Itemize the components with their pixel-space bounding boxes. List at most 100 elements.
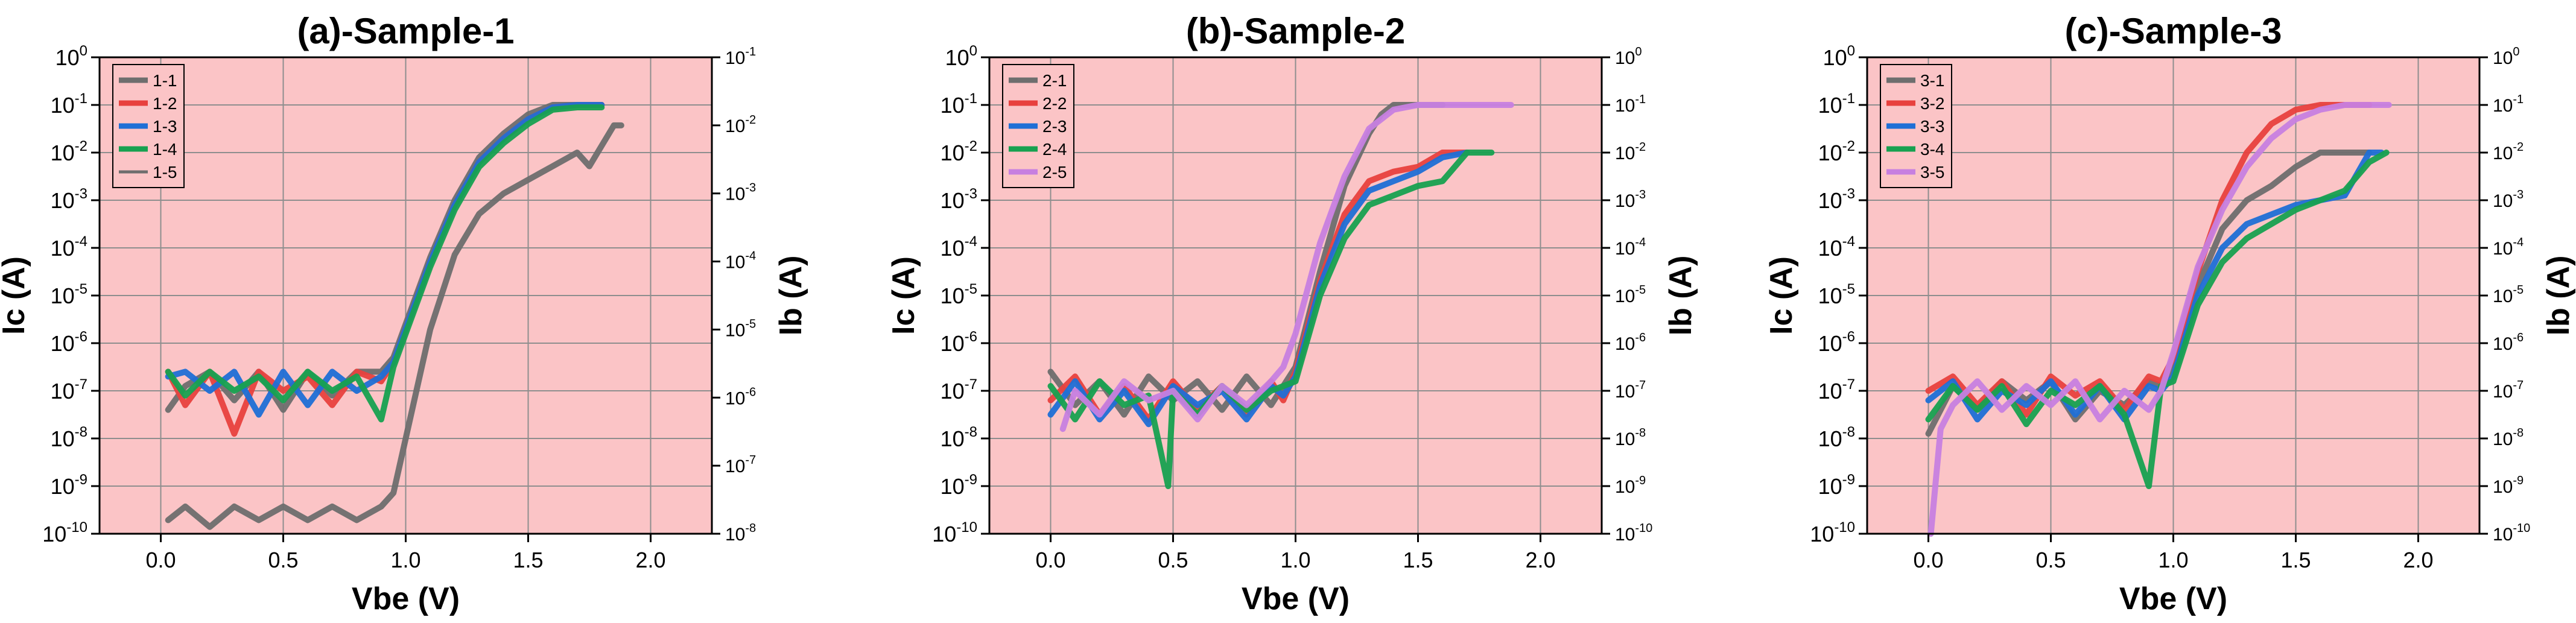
x-tick-label: 1.0 xyxy=(2158,548,2188,572)
series-line-3-5 xyxy=(1927,102,2392,537)
y-tick-label: 10-1 xyxy=(1818,90,1855,118)
series-group xyxy=(1047,102,1514,489)
y-tick-label: 100 xyxy=(56,43,87,70)
series-line-2-5 xyxy=(1059,102,1514,432)
legend-label-1-3: 1-3 xyxy=(153,117,177,136)
y-tick-label: 10-1 xyxy=(51,90,87,118)
series-line-2-1 xyxy=(1047,102,1446,418)
legend-label-2-2: 2-2 xyxy=(1042,94,1067,113)
y2-tick-label: 10-9 xyxy=(1615,474,1646,497)
y2-tick-label: 10-2 xyxy=(1615,141,1646,163)
y-tick-label: 10-9 xyxy=(941,472,977,499)
y2-tick-label: 10-10 xyxy=(2493,522,2530,545)
y2-tick-label: 10-7 xyxy=(725,454,756,476)
y-axis-label: Ic (A) xyxy=(886,256,921,335)
y2-tick-label: 10-3 xyxy=(2493,188,2524,211)
y-tick-label: 10-6 xyxy=(941,329,977,356)
chart-title: (c)-Sample-3 xyxy=(2064,11,2282,51)
y2-tick-label: 10-5 xyxy=(725,317,756,340)
y-tick-label: 10-5 xyxy=(1818,281,1855,308)
x-tick-label: 2.0 xyxy=(2403,548,2433,572)
y-tick-label: 100 xyxy=(1823,43,1855,70)
series-line-2-4 xyxy=(1047,150,1495,489)
y-tick-label: 10-7 xyxy=(941,376,977,403)
y-tick-label: 10-4 xyxy=(941,233,977,261)
x-axis-label: Vbe (V) xyxy=(2119,581,2227,616)
x-tick-label: 1.5 xyxy=(513,548,543,572)
y-tick-label: 10-5 xyxy=(941,281,977,308)
y-axis-label: Ic (A) xyxy=(0,256,31,335)
y2-tick-label: 10-2 xyxy=(725,113,756,136)
y-tick-label: 10-4 xyxy=(1818,233,1855,261)
y-tick-label: 10-8 xyxy=(941,424,977,451)
x-tick-label: 1.0 xyxy=(1280,548,1310,572)
y2-tick-label: 10-4 xyxy=(725,250,756,273)
y-tick-label: 10-7 xyxy=(1818,376,1855,403)
y2-tick-label: 10-1 xyxy=(725,45,756,68)
y-tick-label: 10-8 xyxy=(51,424,87,451)
y2-tick-label: 10-6 xyxy=(725,385,756,408)
y2-tick-label: 10-1 xyxy=(1615,93,1646,116)
y2-tick-label: 10-4 xyxy=(2493,236,2524,259)
y2-tick-label: 10-7 xyxy=(2493,379,2524,402)
y2-axis-label: Ib (A) xyxy=(1663,256,1698,336)
y2-tick-label: 10-8 xyxy=(1615,426,1646,449)
x-axis-label: Vbe (V) xyxy=(1242,581,1350,616)
series-line-1-5 xyxy=(165,122,624,530)
y-tick-label: 10-9 xyxy=(1818,472,1855,499)
y2-axis-label: Ib (A) xyxy=(2541,256,2576,336)
y-tick-label: 10-2 xyxy=(51,138,87,165)
legend: 2-1 2-2 2-3 2-4 2-5 xyxy=(1002,64,1074,188)
y2-tick-label: 10-3 xyxy=(725,182,756,204)
legend-label-2-5: 2-5 xyxy=(1042,163,1067,182)
y2-tick-label: 10-3 xyxy=(1615,188,1646,211)
y2-tick-label: 10-6 xyxy=(1615,331,1646,354)
y-tick-label: 10-7 xyxy=(51,376,87,403)
y-tick-label: 10-6 xyxy=(1818,329,1855,356)
y2-tick-label: 10-9 xyxy=(2493,474,2524,497)
series-line-1-3 xyxy=(165,102,605,418)
x-tick-label: 2.0 xyxy=(635,548,665,572)
x-tick-label: 2.0 xyxy=(1525,548,1555,572)
x-tick-label: 0.5 xyxy=(1158,548,1188,572)
y-tick-label: 10-2 xyxy=(1818,138,1855,165)
legend-label-3-4: 3-4 xyxy=(1920,140,1944,159)
y-tick-label: 10-10 xyxy=(42,519,87,546)
y2-tick-label: 100 xyxy=(1615,45,1642,68)
y-tick-label: 100 xyxy=(945,43,977,70)
y2-tick-label: 10-7 xyxy=(1615,379,1646,402)
chart-title: (b)-Sample-2 xyxy=(1186,11,1405,51)
x-tick-label: 0.0 xyxy=(1913,548,1943,572)
y2-tick-label: 100 xyxy=(2493,45,2520,68)
y2-tick-label: 10-10 xyxy=(1615,522,1652,545)
x-tick-label: 1.5 xyxy=(2280,548,2311,572)
panel-1: 0.0 0.5 1.0 1.5 2.0 10-10 10-9 10-8 10-7 10-6 10-5… xyxy=(0,11,808,616)
series-group xyxy=(165,102,624,530)
x-tick-label: 0.0 xyxy=(1035,548,1065,572)
y-tick-label: 10-4 xyxy=(51,233,87,261)
x-tick-label: 0.0 xyxy=(145,548,176,572)
x-tick-label: 0.5 xyxy=(268,548,298,572)
y2-tick-label: 10-2 xyxy=(2493,141,2524,163)
legend-label-1-4: 1-4 xyxy=(153,140,177,159)
legend-label-3-3: 3-3 xyxy=(1920,117,1944,136)
y2-axis-label: Ib (A) xyxy=(773,256,808,336)
y-tick-label: 10-3 xyxy=(941,186,977,213)
legend-label-3-2: 3-2 xyxy=(1920,94,1944,113)
y-tick-label: 10-3 xyxy=(51,186,87,213)
series-line-2-3 xyxy=(1047,150,1470,428)
y-tick-label: 10-6 xyxy=(51,329,87,356)
legend: 1-1 1-2 1-3 1-4 1-5 xyxy=(112,64,185,188)
y-tick-label: 10-10 xyxy=(1810,519,1855,546)
legend-label-2-1: 2-1 xyxy=(1042,71,1067,90)
y2-tick-label: 10-8 xyxy=(725,522,756,545)
y-axis-label: Ic (A) xyxy=(1764,256,1799,335)
y2-tick-label: 10-4 xyxy=(1615,236,1646,259)
panel-3: 0.0 0.5 1.0 1.5 2.0 10-10 10-9 10-8 10-7 10-6 10-5… xyxy=(1764,11,2576,616)
panel-2: 0.0 0.5 1.0 1.5 2.0 10-10 10-9 10-8 10-7 10-6 10-5… xyxy=(886,11,1698,616)
x-tick-label: 1.0 xyxy=(390,548,420,572)
y-tick-label: 10-10 xyxy=(932,519,977,546)
x-axis-label: Vbe (V) xyxy=(352,581,460,616)
y2-tick-label: 10-1 xyxy=(2493,93,2524,116)
